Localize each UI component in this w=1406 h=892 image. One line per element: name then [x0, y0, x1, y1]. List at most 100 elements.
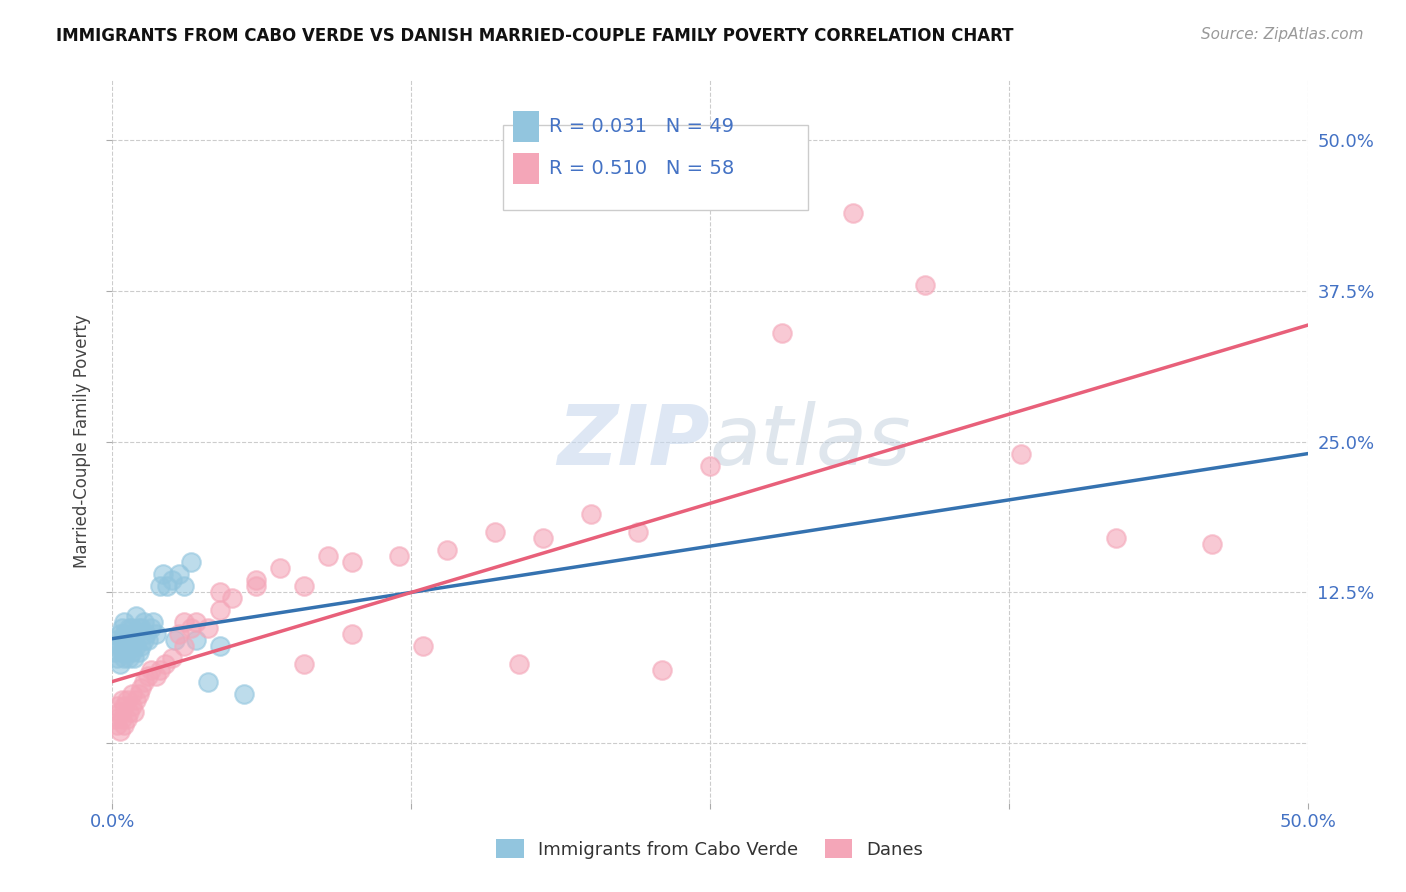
Point [125, 693, 148, 707]
Point [111, 645, 134, 659]
Point [114, 717, 135, 731]
Point [388, 549, 411, 563]
Point [129, 639, 152, 653]
Point [145, 627, 167, 641]
Point [111, 621, 134, 635]
FancyBboxPatch shape [513, 153, 538, 184]
Point [209, 603, 232, 617]
Point [121, 633, 143, 648]
FancyBboxPatch shape [513, 112, 538, 142]
Point [412, 639, 434, 653]
Point [173, 615, 195, 630]
Legend: Immigrants from Cabo Verde, Danes: Immigrants from Cabo Verde, Danes [489, 832, 931, 866]
Point [138, 633, 160, 648]
Point [186, 633, 208, 648]
Point [316, 549, 339, 563]
Point [152, 567, 174, 582]
Point [138, 669, 160, 683]
Point [114, 627, 135, 641]
Point [770, 326, 793, 341]
Point [104, 712, 127, 726]
Point [105, 717, 128, 731]
Point [153, 657, 176, 672]
Text: atlas: atlas [710, 401, 911, 482]
Point [105, 651, 128, 665]
Point [340, 627, 363, 641]
Point [129, 621, 152, 635]
Point [114, 639, 135, 653]
Point [149, 664, 172, 678]
Point [115, 712, 138, 726]
Text: IMMIGRANTS FROM CABO VERDE VS DANISH MARRIED-COUPLE FAMILY POVERTY CORRELATION C: IMMIGRANTS FROM CABO VERDE VS DANISH MAR… [56, 27, 1014, 45]
Point [125, 609, 148, 624]
Point [121, 621, 143, 635]
Point [105, 633, 128, 648]
Point [162, 651, 183, 665]
Text: Source: ZipAtlas.com: Source: ZipAtlas.com [1201, 27, 1364, 42]
Point [135, 627, 157, 641]
Point [129, 681, 152, 696]
Point [111, 712, 134, 726]
Point [436, 542, 458, 557]
Point [118, 651, 141, 665]
Point [173, 639, 195, 653]
Point [186, 615, 208, 630]
Point [1105, 531, 1128, 545]
Y-axis label: Married-Couple Family Poverty: Married-Couple Family Poverty [73, 315, 91, 568]
Point [292, 579, 315, 593]
Point [651, 664, 673, 678]
Point [114, 615, 135, 630]
Point [173, 579, 195, 593]
Point [111, 633, 134, 648]
Point [132, 615, 155, 630]
Point [122, 627, 145, 641]
Point [149, 579, 172, 593]
Text: R = 0.031   N = 49: R = 0.031 N = 49 [548, 117, 734, 136]
Point [115, 633, 138, 648]
Point [108, 657, 131, 672]
Point [245, 573, 267, 587]
Point [142, 615, 165, 630]
Point [156, 579, 179, 593]
Point [169, 627, 191, 641]
Point [531, 531, 554, 545]
Point [292, 657, 315, 672]
Point [145, 669, 167, 683]
Point [139, 621, 162, 635]
Point [699, 458, 721, 473]
Point [105, 699, 128, 714]
Point [1201, 537, 1223, 551]
Point [121, 687, 143, 701]
Text: R = 0.510   N = 58: R = 0.510 N = 58 [548, 159, 734, 178]
Point [162, 573, 183, 587]
Point [108, 627, 131, 641]
Point [180, 555, 202, 569]
Point [118, 706, 141, 720]
Point [108, 639, 131, 653]
Point [118, 639, 141, 653]
Point [121, 645, 143, 659]
Point [842, 205, 865, 219]
Point [914, 278, 936, 293]
Point [139, 664, 162, 678]
Point [128, 645, 150, 659]
Text: ZIP: ZIP [557, 401, 710, 482]
Point [118, 621, 141, 635]
Point [125, 627, 148, 641]
Point [209, 639, 232, 653]
Point [114, 651, 135, 665]
Point [197, 675, 219, 690]
Point [115, 693, 138, 707]
Point [221, 591, 243, 606]
Point [121, 699, 143, 714]
Point [108, 706, 131, 720]
Point [180, 621, 202, 635]
Point [115, 645, 138, 659]
Point [233, 687, 256, 701]
Point [484, 524, 506, 539]
Point [197, 621, 219, 635]
Point [122, 651, 145, 665]
Point [114, 699, 135, 714]
Point [125, 639, 148, 653]
Point [209, 585, 232, 599]
